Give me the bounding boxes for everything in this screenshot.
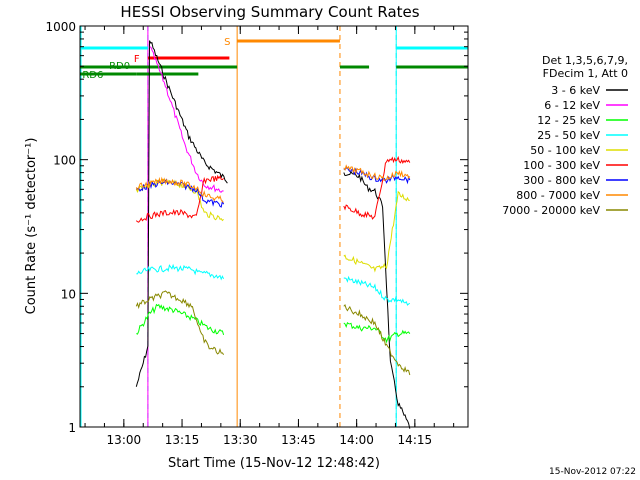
x-tick-label: 14:00 [339,433,374,447]
y-axis: 1 10 100 1000 [45,20,468,435]
legend-header-line: Det 1,3,5,6,7,9, [542,54,628,67]
legend-header-line: FDecim 1, Att 0 [543,67,628,80]
y-axis-label: Count Rate (s⁻¹ detector⁻¹) [24,138,39,315]
x-tick-label: 13:30 [223,433,258,447]
rd6-flag-label: RD6 [82,70,103,81]
legend-entry-label: 6 - 12 keV [544,99,600,112]
x-axis-label: Start Time (15-Nov-12 12:48:42) [168,456,380,471]
footer-timestamp: 15-Nov-2012 07:22 [549,467,636,477]
legend-entry-label: 100 - 300 keV [523,159,600,172]
legend-entry-label: 3 - 6 keV [551,84,600,97]
y-tick-label: 1000 [45,20,76,34]
x-tick-label: 13:00 [107,433,142,447]
legend-entry-label: 300 - 800 keV [523,174,600,187]
x-axis: 13:00 13:15 13:30 13:45 14:00 14:15 [84,26,455,447]
series-line [136,303,411,344]
saa-flag-label: S [224,37,230,48]
legend-entry-label: 25 - 50 keV [537,129,600,142]
series-line [135,155,411,223]
legend-entry-label: 7000 - 20000 keV [502,204,600,217]
series-line [135,290,411,376]
x-tick-label: 13:15 [165,433,200,447]
plot-frame [79,25,469,428]
y-tick-label: 1 [68,421,76,435]
chart-title: HESSI Observing Summary Count Rates [120,3,419,21]
legend-entry-label: 12 - 25 keV [537,114,600,127]
legend-entry-label: 800 - 7000 keV [516,189,600,202]
rd0-flag-label: RD0 [109,61,130,72]
series-line [135,164,411,203]
y-tick-label: 100 [53,154,76,168]
series-line [135,178,410,273]
legend: Det 1,3,5,6,7,9,FDecim 1, Att 0 3 - 6 keV… [502,54,628,217]
x-tick-label: 13:45 [281,433,316,447]
legend-entry-label: 50 - 100 keV [530,144,600,157]
series-line [149,46,224,193]
flare-flag-label: F [134,54,140,65]
plot-area: S F RD0 RD6 [80,26,468,429]
y-tick-label: 10 [61,287,76,301]
series-line [136,263,411,306]
series-line [135,40,411,429]
x-tick-label: 14:15 [398,433,433,447]
